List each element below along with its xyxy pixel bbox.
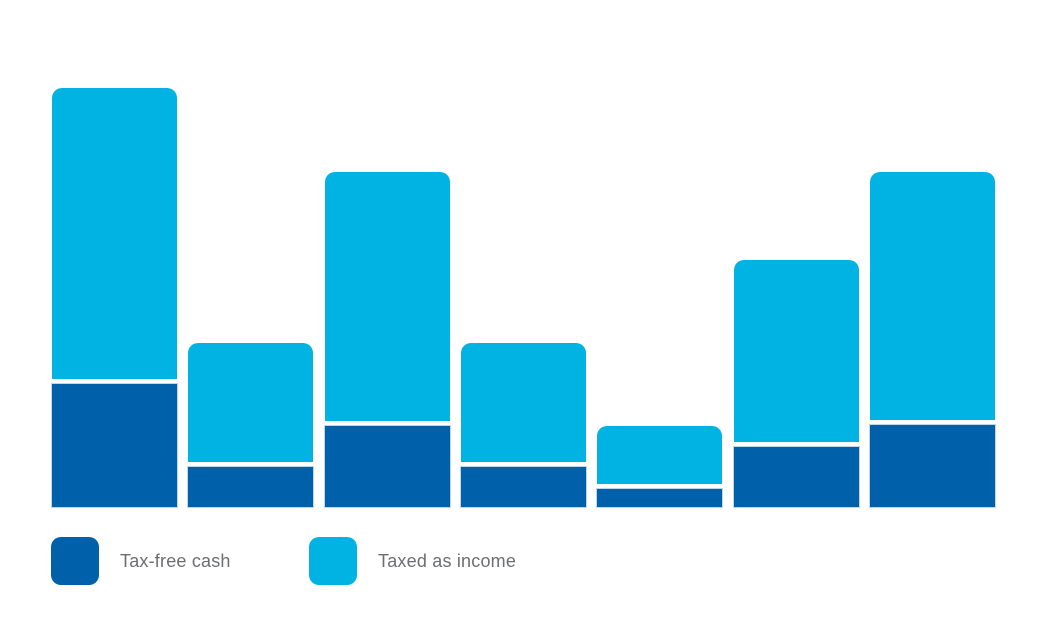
- bar-5-segment-taxed-as-income: [597, 426, 722, 484]
- tax-free-cash-swatch: [51, 537, 99, 585]
- bar-3-segment-tax-free-cash: [325, 426, 450, 507]
- bar-2-segment-tax-free-cash: [188, 467, 313, 507]
- legend-label-taxed-as-income: Taxed as income: [378, 550, 517, 571]
- bar-5-segment-tax-free-cash: [597, 489, 722, 507]
- legend-item-taxed-as-income: Taxed as income: [309, 537, 516, 585]
- bar-7-segment-tax-free-cash: [870, 425, 995, 507]
- bar-4-segment-tax-free-cash: [461, 467, 586, 507]
- bar-3: [325, 172, 450, 507]
- legend-item-tax-free-cash: Tax-free cash: [51, 537, 231, 585]
- bar-1-segment-taxed-as-income: [52, 88, 177, 379]
- bar-6-segment-taxed-as-income: [734, 260, 859, 442]
- legend-label-tax-free-cash: Tax-free cash: [120, 550, 231, 571]
- bar-4: [461, 343, 586, 507]
- bar-6-segment-tax-free-cash: [734, 447, 859, 507]
- bar-6: [734, 260, 859, 507]
- bar-1-segment-tax-free-cash: [52, 384, 177, 507]
- bar-5: [597, 426, 722, 507]
- bar-1: [52, 88, 177, 507]
- bar-7: [870, 172, 995, 507]
- bar-4-segment-taxed-as-income: [461, 343, 586, 462]
- taxed-as-income-swatch: [309, 537, 357, 585]
- bar-7-segment-taxed-as-income: [870, 172, 995, 420]
- bar-2-segment-taxed-as-income: [188, 343, 313, 462]
- bar-2: [188, 343, 313, 507]
- chart-legend: Tax-free cash Taxed as income: [0, 537, 1042, 585]
- bar-3-segment-taxed-as-income: [325, 172, 450, 421]
